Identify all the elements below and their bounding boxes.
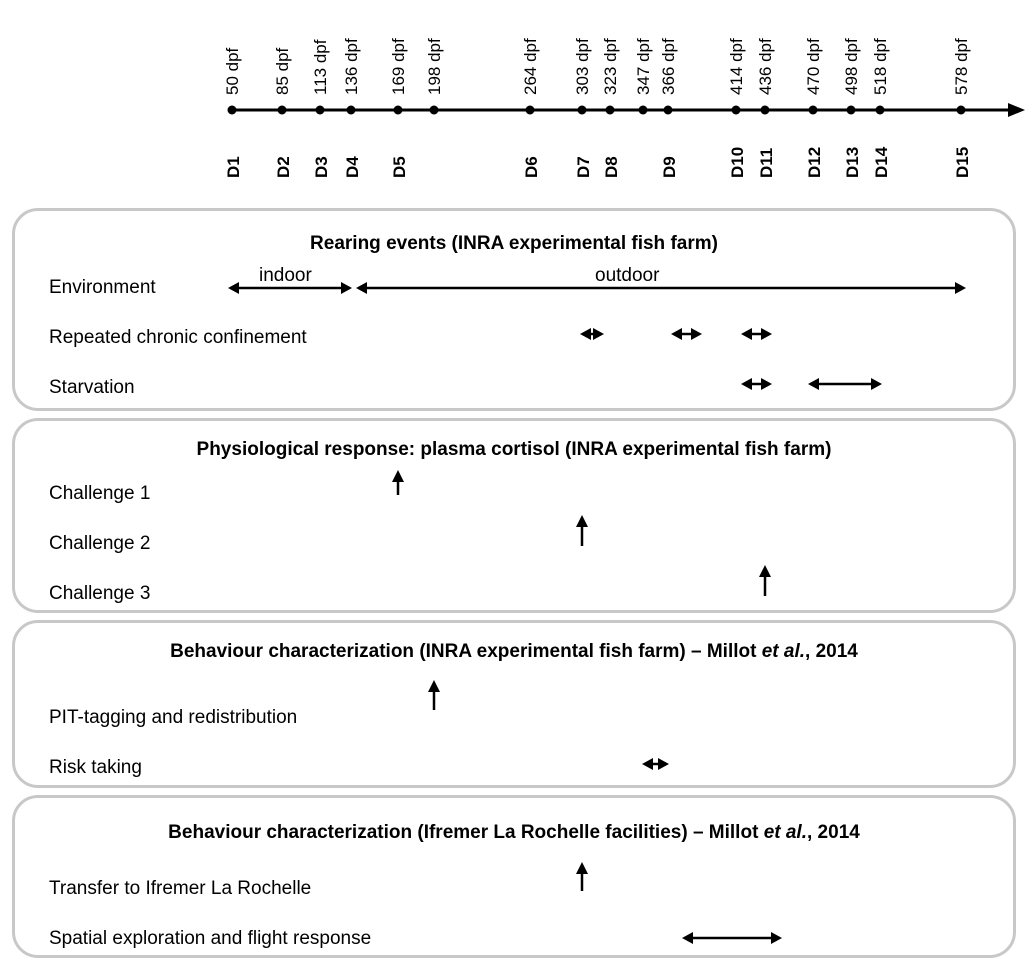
challenge-3-arrow bbox=[759, 565, 771, 596]
starvation-label: Starvation bbox=[49, 377, 135, 398]
starvation-arrow-2 bbox=[808, 378, 882, 390]
rearing-events-panel: Rearing events (INRA experimental fish f… bbox=[12, 208, 1016, 411]
timepoint-dot bbox=[956, 105, 966, 115]
dpf-label: 436 dpf bbox=[756, 38, 775, 95]
timepoint-dot bbox=[638, 105, 648, 115]
timepoint-dot bbox=[846, 105, 856, 115]
timepoint-dot bbox=[605, 105, 615, 115]
day-label: D13 bbox=[843, 147, 862, 178]
axis-arrowhead bbox=[1008, 103, 1025, 117]
timepoint-dot bbox=[808, 105, 818, 115]
day-label: D2 bbox=[274, 156, 293, 178]
day-label: D10 bbox=[728, 147, 747, 178]
challenge-2-label: Challenge 2 bbox=[49, 533, 151, 554]
dpf-label: 85 dpf bbox=[273, 47, 292, 95]
dpf-label: 323 dpf bbox=[601, 38, 620, 95]
spatial-exploration-label: Spatial exploration and flight response bbox=[49, 928, 372, 949]
dpf-label: 169 dpf bbox=[389, 38, 408, 95]
day-label: D3 bbox=[312, 156, 331, 178]
transfer-arrow bbox=[576, 862, 588, 891]
day-label: D7 bbox=[574, 156, 593, 178]
timepoint-dot bbox=[346, 105, 356, 115]
timeline-axis: 50 dpf 85 dpf 113 dpf 136 dpf 169 dpf 198 dpf… bbox=[223, 38, 1025, 178]
day-label: D8 bbox=[602, 156, 621, 178]
challenge-1-label: Challenge 1 bbox=[49, 483, 151, 504]
dpf-label: 50 dpf bbox=[223, 47, 242, 95]
rearing-panel-title: Rearing events (INRA experimental fish f… bbox=[310, 233, 718, 254]
starvation-arrow-1 bbox=[741, 378, 772, 390]
day-label: D4 bbox=[343, 156, 362, 178]
confinement-arrow-3 bbox=[741, 328, 772, 340]
day-label: D11 bbox=[757, 148, 776, 178]
day-label: D15 bbox=[953, 147, 972, 178]
dpf-label: 470 dpf bbox=[804, 38, 823, 95]
timepoint-dot bbox=[663, 105, 673, 115]
behaviour-ifremer-title: Behaviour characterization (Ifremer La R… bbox=[168, 822, 860, 843]
confinement-arrow-1 bbox=[580, 328, 604, 340]
dpf-label: 303 dpf bbox=[573, 38, 592, 95]
timepoint-dot bbox=[525, 105, 535, 115]
chronic-confinement-label: Repeated chronic confinement bbox=[49, 327, 307, 348]
timepoint-dot bbox=[760, 105, 770, 115]
day-label: D9 bbox=[660, 156, 679, 178]
physiological-response-panel: Physiological response: plasma cortisol … bbox=[12, 418, 1016, 613]
transfer-label: Transfer to Ifremer La Rochelle bbox=[49, 878, 312, 899]
outdoor-label: outdoor bbox=[595, 265, 660, 286]
dpf-label: 136 dpf bbox=[342, 38, 361, 95]
dpf-label: 264 dpf bbox=[521, 38, 540, 95]
dpf-label: 518 dpf bbox=[871, 38, 890, 95]
dpf-label: 347 dpf bbox=[634, 38, 653, 95]
indoor-span-arrow bbox=[228, 282, 352, 294]
day-label: D14 bbox=[872, 146, 891, 178]
timepoint-dot bbox=[731, 105, 741, 115]
timepoint-dot bbox=[875, 105, 885, 115]
pit-tagging-arrow bbox=[428, 680, 440, 710]
timepoint-dot bbox=[393, 105, 403, 115]
environment-label: Environment bbox=[49, 277, 156, 298]
indoor-label: indoor bbox=[259, 265, 312, 286]
dpf-label: 113 dpf bbox=[311, 39, 330, 95]
dpf-label: 198 dpf bbox=[425, 38, 444, 95]
behaviour-ifremer-panel: Behaviour characterization (Ifremer La R… bbox=[12, 795, 1016, 958]
pit-tagging-label: PIT-tagging and redistribution bbox=[49, 707, 298, 728]
risk-taking-label: Risk taking bbox=[49, 757, 142, 778]
timepoint-dot bbox=[429, 105, 439, 115]
dpf-label: 414 dpf bbox=[727, 38, 746, 95]
timepoint-dot bbox=[577, 105, 587, 115]
behaviour-inra-panel: Behaviour characterization (INRA experim… bbox=[12, 620, 1016, 788]
behaviour-inra-title: Behaviour characterization (INRA experim… bbox=[170, 641, 858, 662]
physio-panel-title: Physiological response: plasma cortisol … bbox=[196, 439, 832, 460]
spatial-exploration-arrow bbox=[682, 932, 782, 944]
timepoint-dot bbox=[227, 105, 237, 115]
dpf-label: 578 dpf bbox=[952, 38, 971, 95]
risk-taking-arrow bbox=[642, 758, 669, 770]
day-label: D6 bbox=[522, 156, 541, 178]
day-label: D12 bbox=[805, 147, 824, 178]
outdoor-span-arrow bbox=[356, 282, 966, 294]
timepoint-dot bbox=[315, 105, 325, 115]
timepoint-dot bbox=[277, 105, 287, 115]
challenge-3-label: Challenge 3 bbox=[49, 583, 151, 604]
challenge-2-arrow bbox=[576, 515, 588, 546]
confinement-arrow-2 bbox=[671, 328, 702, 340]
day-label: D5 bbox=[390, 156, 409, 178]
dpf-label: 366 dpf bbox=[659, 38, 678, 95]
challenge-1-arrow bbox=[392, 470, 404, 495]
day-label: D1 bbox=[224, 156, 243, 178]
dpf-label: 498 dpf bbox=[842, 38, 861, 95]
